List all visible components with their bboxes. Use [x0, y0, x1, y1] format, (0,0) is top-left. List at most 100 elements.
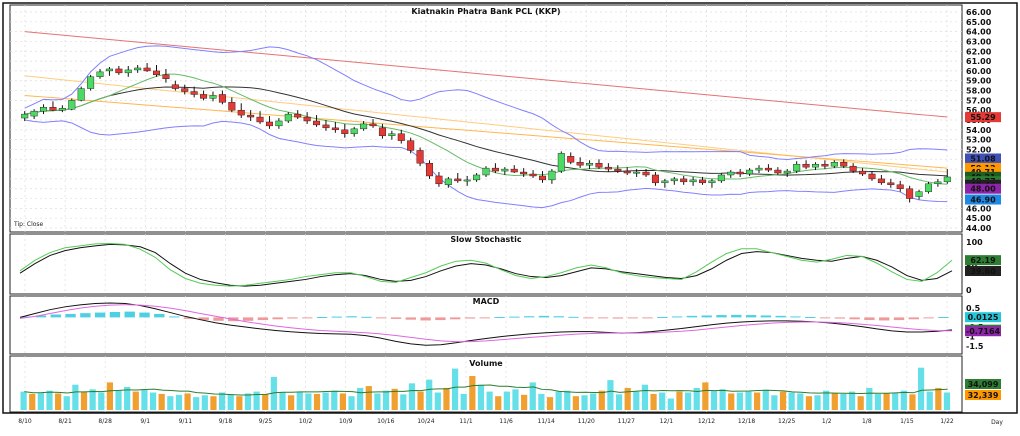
volume-bar — [771, 395, 778, 410]
volume-bar — [89, 389, 96, 410]
volume-bar — [63, 396, 70, 410]
candle-body — [576, 162, 584, 166]
candle-body — [68, 100, 76, 110]
candle-body — [538, 175, 546, 181]
candle-body — [313, 120, 321, 126]
volume-bar — [167, 396, 174, 410]
macd-histogram-bar — [464, 317, 476, 319]
macd-histogram-bar — [183, 317, 195, 319]
candle-body — [200, 94, 208, 99]
volume-bar — [72, 384, 79, 410]
volume-bar — [408, 383, 416, 410]
volume-bar — [503, 391, 510, 410]
x-tick-label: 12/25 — [778, 418, 795, 425]
volume-bar — [55, 393, 62, 410]
candle-body — [426, 162, 434, 177]
macd-histogram-bar — [849, 317, 860, 320]
volume-bar — [797, 393, 804, 410]
y-tick-label: 58.00 — [966, 87, 992, 96]
macd-histogram-bar — [242, 317, 254, 321]
macd-histogram-bar — [479, 317, 490, 319]
stochastic-tag — [965, 255, 1001, 266]
candle-body — [284, 113, 292, 122]
y-tick-label: 63.00 — [966, 37, 992, 46]
stochastic-tag-label: 62.19 — [970, 256, 996, 265]
x-tick-label: 9/18 — [219, 418, 233, 425]
volume-bar — [374, 393, 381, 410]
y-tick-label: 54.00 — [966, 126, 992, 135]
y-tick-label: 61.00 — [966, 57, 992, 66]
x-tick-label: 11/6 — [499, 418, 513, 425]
candle-body — [651, 174, 659, 184]
macd-histogram-bar — [316, 317, 328, 318]
candle-body — [510, 168, 518, 173]
volume-bar — [106, 382, 114, 410]
macd-histogram-bar — [553, 316, 564, 318]
candle-body — [755, 167, 763, 171]
macd-histogram-bar — [346, 316, 357, 318]
macd-histogram-bar — [568, 316, 579, 318]
volume-ma-line — [24, 384, 948, 396]
volume-bar — [684, 392, 692, 410]
volume-bar — [279, 392, 286, 410]
volume-bar — [719, 389, 726, 410]
volume-bar — [305, 393, 312, 410]
macd-histogram-bar — [538, 315, 550, 318]
stochastic-tag-label: 39.60 — [970, 267, 996, 276]
y-tick-label: 59.00 — [966, 77, 992, 86]
volume-bar — [702, 382, 709, 410]
volume-bar — [814, 395, 821, 410]
volume-bar — [728, 393, 735, 410]
volume-bar — [676, 391, 683, 410]
volume-bar — [892, 392, 899, 410]
volume-bar — [590, 393, 597, 410]
macd-histogram-bar — [435, 317, 446, 321]
macd-histogram-bar — [213, 317, 224, 321]
x-tick-label: 9/11 — [179, 418, 193, 425]
volume-bar — [866, 387, 873, 410]
candle-body — [896, 184, 904, 189]
volume-bar — [667, 398, 674, 410]
volume-tag — [965, 379, 1001, 389]
macd-histogram-bar — [701, 315, 712, 318]
candle-body — [849, 165, 857, 172]
volume-bar — [848, 391, 856, 410]
volume-bar — [831, 393, 838, 410]
x-tick-label: 10/2 — [299, 418, 313, 425]
outer-frame — [2, 2, 1018, 414]
candle-body — [369, 123, 377, 127]
macd-histogram-bar — [154, 313, 165, 318]
volume-bar — [926, 391, 933, 410]
candle-body — [736, 171, 744, 175]
volume-bar — [29, 393, 36, 410]
macd-histogram-bar — [494, 317, 505, 318]
volume-bar — [555, 391, 562, 410]
candle-body — [482, 167, 490, 176]
candle-body — [265, 121, 273, 127]
x-axis-unit: Day — [991, 419, 1003, 426]
macd-histogram-bar — [35, 315, 47, 318]
candle-body — [124, 69, 132, 74]
x-tick-label: 12/1 — [660, 418, 674, 425]
volume-bar — [158, 393, 165, 410]
y-tick-label: 57.00 — [966, 96, 992, 105]
price-tag-label: 48.00 — [970, 185, 996, 194]
volume-bar — [253, 391, 260, 410]
macd-histogram-bar — [893, 317, 905, 321]
candle-body — [708, 180, 716, 184]
candle-body — [774, 169, 782, 174]
volume-bar — [460, 393, 467, 410]
macd-histogram-bar — [612, 317, 624, 319]
y-tick-label: 52.00 — [966, 145, 992, 154]
macd-line-1 — [19, 304, 953, 343]
price-tag-label: 51.08 — [970, 154, 996, 163]
volume-bar — [37, 392, 44, 410]
volume-bar — [417, 391, 424, 410]
candle-body — [520, 171, 528, 175]
volume-bar — [434, 392, 441, 410]
volume-bar — [883, 393, 890, 410]
price-tag — [965, 153, 1001, 164]
macd-y-tick: -1 — [966, 333, 975, 342]
macd-histogram-bar — [583, 317, 594, 319]
panel-frame-2 — [9, 295, 963, 355]
